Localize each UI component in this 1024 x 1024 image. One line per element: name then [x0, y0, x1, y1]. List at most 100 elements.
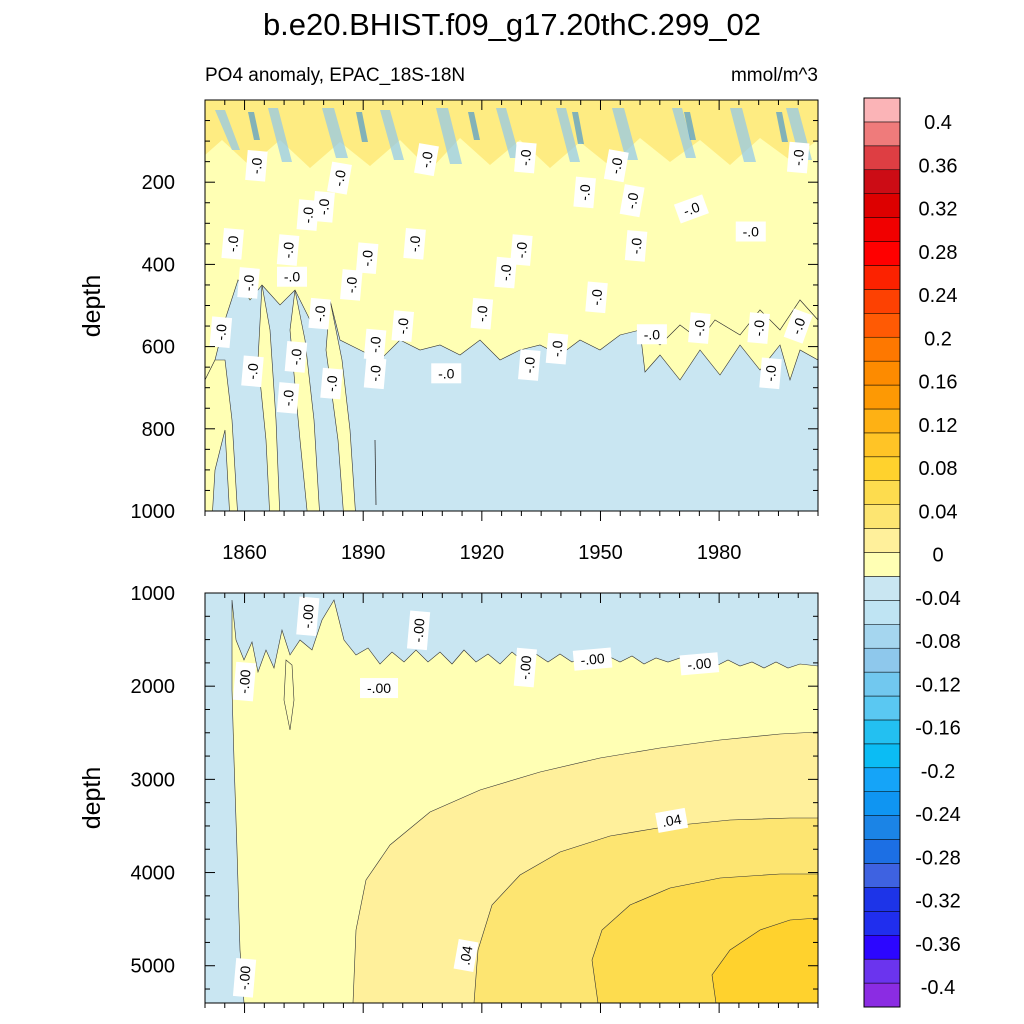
colorbar-swatch — [863, 432, 901, 458]
contour-label-box — [603, 149, 629, 183]
y-tick-label: 3000 — [131, 769, 176, 791]
contour-label: -.0 — [277, 266, 308, 287]
contour-label: -.0 — [276, 382, 300, 414]
contour-label: -.00 — [679, 652, 720, 676]
colorbar-label: -0.2 — [921, 761, 955, 783]
lower-panel: -.00 -.00 -.00 -.00 -.00 -.00 -.00 -.00 .04 .04 1… — [78, 583, 819, 1013]
lower-contour-labels: -.00 -.00 -.00 -.00 -.00 -.00 -.00 -.00 .04 .04 — [232, 596, 720, 998]
colorbar-swatch — [863, 504, 901, 529]
contour-label: -.0 — [585, 281, 608, 314]
y-tick-label: 1000 — [131, 583, 176, 605]
contour-label: -.0 — [245, 149, 268, 182]
contour-label: -.0 — [414, 143, 439, 177]
colorbar-swatch — [863, 384, 901, 410]
upper-contour-line — [374, 439, 377, 506]
contour-label-text: -.00 — [580, 650, 606, 668]
contour-label-box — [759, 357, 782, 390]
colorbar-swatch — [863, 265, 901, 290]
colorbar-swatch — [863, 480, 901, 505]
colorbar: -0.4 -0.36 -0.32 -0.28 -0.24 -0.2 -0.16 -0.12 -0… — [863, 97, 961, 1008]
chart-title: b.e20.BHIST.f09_g17.20thC.299_02 — [263, 7, 761, 42]
colorbar-swatch — [863, 97, 901, 123]
contour-label-box — [688, 312, 711, 344]
contour-label-text: -.0 — [497, 264, 514, 282]
contour-label-box — [572, 647, 613, 671]
contour-label-box — [453, 938, 479, 972]
contour-label-box — [783, 308, 813, 344]
lower-level-4 — [711, 917, 818, 1003]
contour-label: -.0 — [403, 228, 426, 260]
y-tick-label: 400 — [142, 254, 175, 276]
contour-label-text: -.0 — [548, 340, 565, 358]
upper-y-label: depth — [78, 275, 106, 338]
contour-label-box — [391, 310, 415, 342]
contour-label-text: -.0 — [691, 319, 708, 337]
colorbar-swatch — [863, 408, 901, 434]
contour-label-text: -.0 — [743, 224, 760, 240]
contour-label: -.00 — [296, 596, 320, 637]
colorbar-swatch — [863, 839, 901, 864]
upper-contour-labels: -.0-.0-.0-.0-.0 -.0 -.0-.0 -.0 -.0-.0-.0-.0-… — [209, 141, 813, 414]
contour-label-text: -.0 — [473, 305, 490, 323]
contour-label-box — [355, 242, 379, 275]
contour-label-box — [406, 610, 431, 651]
colorbar-swatch — [863, 624, 901, 649]
colorbar-label: -0.28 — [915, 847, 961, 869]
units-label: mmol/m^3 — [731, 65, 818, 86]
lower-frame — [204, 592, 819, 1004]
colorbar-swatch — [863, 528, 901, 553]
contour-label-box — [209, 316, 233, 349]
contour-label-text: -.0 — [366, 335, 383, 353]
contour-label: -.0 — [783, 308, 813, 344]
contour-label-text: -.0 — [315, 198, 332, 216]
contour-label: -.0 — [237, 267, 260, 299]
contour-label-text: -.00 — [516, 655, 534, 681]
contour-label: -.0 — [296, 199, 320, 231]
colorbar-swatch — [863, 887, 901, 912]
upper-panel: -.0-.0-.0-.0-.0 -.0 -.0-.0 -.0 -.0-.0-.0-.0-… — [78, 99, 819, 564]
contour-label-box — [284, 341, 308, 373]
contour-label-text: -.0 — [681, 199, 702, 220]
colorbar-swatch — [863, 671, 901, 697]
contour-label-box — [679, 652, 720, 676]
contour-label-box — [655, 807, 689, 833]
contour-label-box — [747, 312, 770, 344]
colorbar-label: 0.28 — [919, 242, 958, 264]
x-tick-label: 1860 — [222, 542, 267, 564]
contour-label-text: -.0 — [790, 148, 807, 166]
contour-label: -.0 — [786, 141, 810, 174]
colorbar-swatch — [863, 576, 901, 601]
upper-y-axis: 200 400 600 800 1000 — [131, 99, 818, 523]
colorbar-label: -0.08 — [915, 631, 961, 653]
chart-subtitle: PO4 anomaly, EPAC_18S-18N — [205, 65, 465, 86]
contour-label-box — [237, 267, 260, 299]
colorbar-swatch — [863, 456, 901, 481]
contour-label-text: -.0 — [623, 191, 642, 210]
contour-label-box — [636, 324, 667, 345]
colorbar-swatch — [863, 743, 901, 769]
contour-label-box — [403, 228, 426, 260]
contour-label-box — [545, 332, 569, 365]
contour-label-box — [327, 161, 352, 195]
contour-label-text: -.0 — [762, 364, 779, 382]
contour-label-box — [585, 281, 608, 314]
contour-label-text: -.0 — [323, 375, 340, 393]
colorbar-swatch — [863, 911, 901, 936]
contour-label: -.0 — [320, 367, 343, 400]
colorbar-swatch — [863, 863, 901, 888]
contour-label-box — [510, 234, 533, 266]
contour-label: -.0 — [340, 269, 363, 301]
colorbar-swatch — [863, 217, 901, 242]
colorbar-label: 0 — [932, 545, 943, 567]
colorbar-label: 0.12 — [919, 415, 958, 437]
contour-label-box — [470, 297, 494, 330]
colorbar-swatch — [863, 121, 901, 147]
contour-label: -.0 — [363, 328, 387, 361]
contour-label-box — [514, 141, 537, 174]
y-tick-label: 4000 — [131, 863, 176, 885]
contour-label-box — [320, 367, 343, 400]
contour-label: -.0 — [510, 234, 533, 266]
upper-positive-anomaly-deep — [205, 359, 238, 511]
colorbar-swatch — [863, 313, 901, 338]
y-tick-label: 800 — [142, 419, 175, 441]
